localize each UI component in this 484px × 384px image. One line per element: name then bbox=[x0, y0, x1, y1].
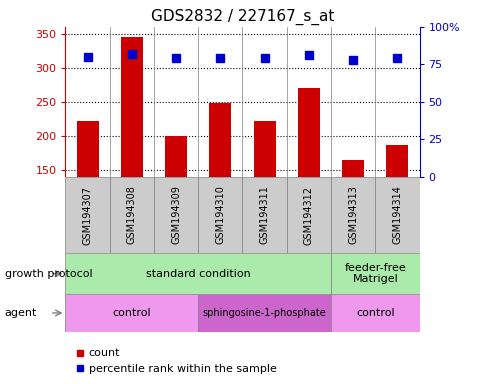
Text: standard condition: standard condition bbox=[146, 268, 250, 279]
Bar bbox=[121, 37, 143, 177]
Bar bbox=[330, 253, 419, 294]
Text: growth protocol: growth protocol bbox=[5, 268, 92, 279]
Bar bbox=[165, 136, 187, 177]
Text: GSM194313: GSM194313 bbox=[348, 185, 357, 245]
Bar bbox=[153, 177, 198, 253]
Bar bbox=[65, 177, 109, 253]
Bar bbox=[341, 160, 363, 177]
Bar bbox=[386, 145, 408, 177]
Text: GSM194312: GSM194312 bbox=[303, 185, 313, 245]
Text: control: control bbox=[355, 308, 394, 318]
Text: GSM194314: GSM194314 bbox=[392, 185, 402, 245]
Text: GSM194307: GSM194307 bbox=[82, 185, 92, 245]
Bar bbox=[109, 177, 153, 253]
Bar bbox=[65, 253, 330, 294]
Bar bbox=[198, 177, 242, 253]
Text: GSM194311: GSM194311 bbox=[259, 185, 269, 245]
Bar bbox=[330, 177, 375, 253]
Bar bbox=[253, 121, 275, 177]
Text: feeder-free
Matrigel: feeder-free Matrigel bbox=[344, 263, 405, 285]
Legend: count, percentile rank within the sample: count, percentile rank within the sample bbox=[71, 344, 281, 379]
Text: control: control bbox=[112, 308, 151, 318]
Bar bbox=[297, 88, 319, 177]
Text: agent: agent bbox=[5, 308, 37, 318]
Text: GSM194310: GSM194310 bbox=[215, 185, 225, 245]
Text: GDS2832 / 227167_s_at: GDS2832 / 227167_s_at bbox=[151, 9, 333, 25]
Bar bbox=[76, 121, 98, 177]
Text: GSM194308: GSM194308 bbox=[127, 185, 136, 245]
Bar bbox=[209, 103, 231, 177]
Text: GSM194309: GSM194309 bbox=[171, 185, 181, 245]
Bar bbox=[242, 177, 286, 253]
Bar bbox=[330, 294, 419, 332]
Bar bbox=[286, 177, 330, 253]
Text: sphingosine-1-phosphate: sphingosine-1-phosphate bbox=[202, 308, 326, 318]
Bar bbox=[375, 177, 419, 253]
Bar bbox=[65, 294, 198, 332]
Bar bbox=[198, 294, 330, 332]
